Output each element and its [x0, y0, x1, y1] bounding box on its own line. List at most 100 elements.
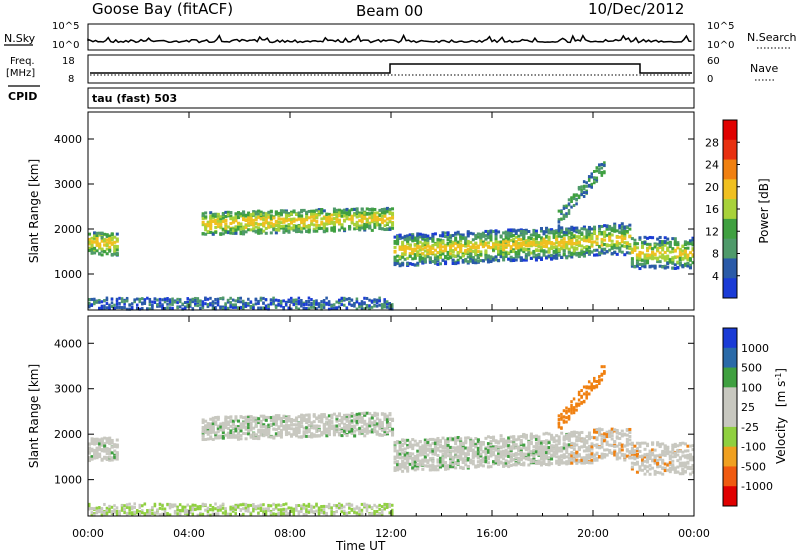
- scatter-cell: [355, 300, 359, 304]
- scatter-cell: [211, 512, 215, 516]
- scatter-cell: [413, 249, 417, 253]
- scatter-cell: [512, 249, 516, 253]
- scatter-cell: [497, 252, 501, 256]
- scatter-cell: [363, 413, 367, 417]
- scatter-cell: [492, 243, 496, 247]
- scatter-cell: [113, 306, 116, 310]
- scatter-cell: [648, 242, 652, 246]
- scatter-cell: [582, 191, 586, 195]
- scatter-cell: [426, 241, 430, 245]
- scatter-cell: [550, 257, 554, 261]
- scatter-cell: [325, 420, 329, 424]
- scatter-cell: [380, 211, 384, 215]
- scatter-cell: [406, 467, 410, 471]
- scatter-cell: [688, 257, 692, 261]
- scatter-cell: [413, 468, 417, 472]
- scatter-cell: [411, 452, 415, 456]
- scatter-cell: [186, 300, 189, 304]
- scatter-cell: [300, 218, 304, 222]
- cpid-value: tau (fast) 503: [92, 92, 177, 105]
- scatter-cell: [302, 303, 306, 307]
- scatter-cell: [332, 512, 336, 516]
- scatter-cell: [534, 253, 538, 257]
- scatter-cell: [380, 412, 384, 416]
- scatter-cell: [191, 503, 195, 507]
- scatter-cell: [244, 509, 248, 513]
- scatter-cell: [509, 258, 513, 262]
- scatter-cell: [252, 303, 255, 307]
- scatter-cell: [345, 425, 349, 429]
- scatter-cell: [595, 242, 599, 246]
- scatter-cell: [519, 241, 523, 245]
- scatter-cell: [411, 239, 415, 243]
- scatter-cell: [476, 452, 480, 456]
- scatter-cell: [433, 248, 437, 252]
- scatter-cell: [274, 305, 278, 309]
- scatter-cell: [454, 436, 458, 440]
- scatter-cell: [565, 256, 569, 260]
- scatter-cell: [383, 432, 387, 436]
- scatter-cell: [416, 250, 420, 254]
- scatter-cell: [320, 210, 324, 214]
- scatter-cell: [403, 451, 407, 455]
- scatter-cell: [239, 227, 243, 231]
- scatter-cell: [267, 435, 271, 439]
- scatter-cell: [385, 426, 389, 430]
- scatter-cell: [133, 502, 136, 506]
- scatter-cell: [539, 256, 543, 260]
- scatter-cell: [95, 454, 99, 458]
- scatter-cell: [211, 425, 215, 429]
- scatter-cell: [484, 447, 488, 451]
- scatter-cell: [492, 245, 496, 249]
- scatter-cell: [545, 245, 549, 249]
- scatter-cell: [284, 419, 288, 423]
- scatter-cell: [547, 241, 551, 245]
- scatter-cell: [441, 464, 445, 468]
- scatter-cell: [509, 248, 513, 252]
- scatter-cell: [274, 228, 278, 232]
- scatter-cell: [191, 307, 195, 311]
- scatter-cell: [282, 503, 285, 507]
- scatter-cell: [115, 444, 119, 448]
- scatter-cell: [282, 299, 285, 303]
- scatter-cell: [236, 419, 240, 423]
- scatter-cell: [368, 420, 372, 424]
- scatter-cell: [348, 430, 352, 434]
- scatter-cell: [451, 262, 455, 266]
- scatter-cell: [449, 453, 453, 457]
- scatter-cell: [570, 205, 573, 209]
- scatter-cell: [252, 222, 256, 226]
- scatter-cell: [211, 304, 215, 308]
- scatter-cell: [651, 257, 655, 261]
- scatter-cell: [449, 244, 453, 248]
- scatter-cell: [396, 259, 400, 263]
- scatter-cell: [401, 252, 405, 256]
- scatter-cell: [103, 249, 107, 253]
- scatter-cell: [598, 253, 602, 257]
- scatter-cell: [401, 462, 405, 466]
- scatter-cell: [244, 415, 248, 419]
- scatter-cell: [484, 229, 488, 233]
- scatter-cell: [630, 250, 634, 254]
- scatter-cell: [332, 217, 336, 221]
- scatter-cell: [547, 238, 551, 242]
- scatter-cell: [481, 242, 485, 246]
- scatter-cell: [300, 304, 303, 308]
- scatter-cell: [115, 305, 119, 309]
- scatter-cell: [234, 512, 237, 516]
- scatter-cell: [441, 436, 445, 440]
- scatter-cell: [378, 223, 382, 227]
- scatter-cell: [125, 503, 129, 507]
- scatter-cell: [408, 243, 412, 247]
- scatter-cell: [577, 254, 581, 258]
- scatter-cell: [577, 241, 581, 245]
- scatter-cell: [307, 415, 311, 419]
- scatter-cell: [105, 458, 109, 462]
- scatter-cell: [557, 220, 561, 224]
- scatter-cell: [466, 452, 470, 456]
- scatter-cell: [199, 513, 202, 517]
- scatter-cell: [474, 241, 478, 245]
- scatter-cell: [406, 461, 410, 465]
- scatter-cell: [108, 303, 111, 307]
- scatter-cell: [191, 297, 195, 301]
